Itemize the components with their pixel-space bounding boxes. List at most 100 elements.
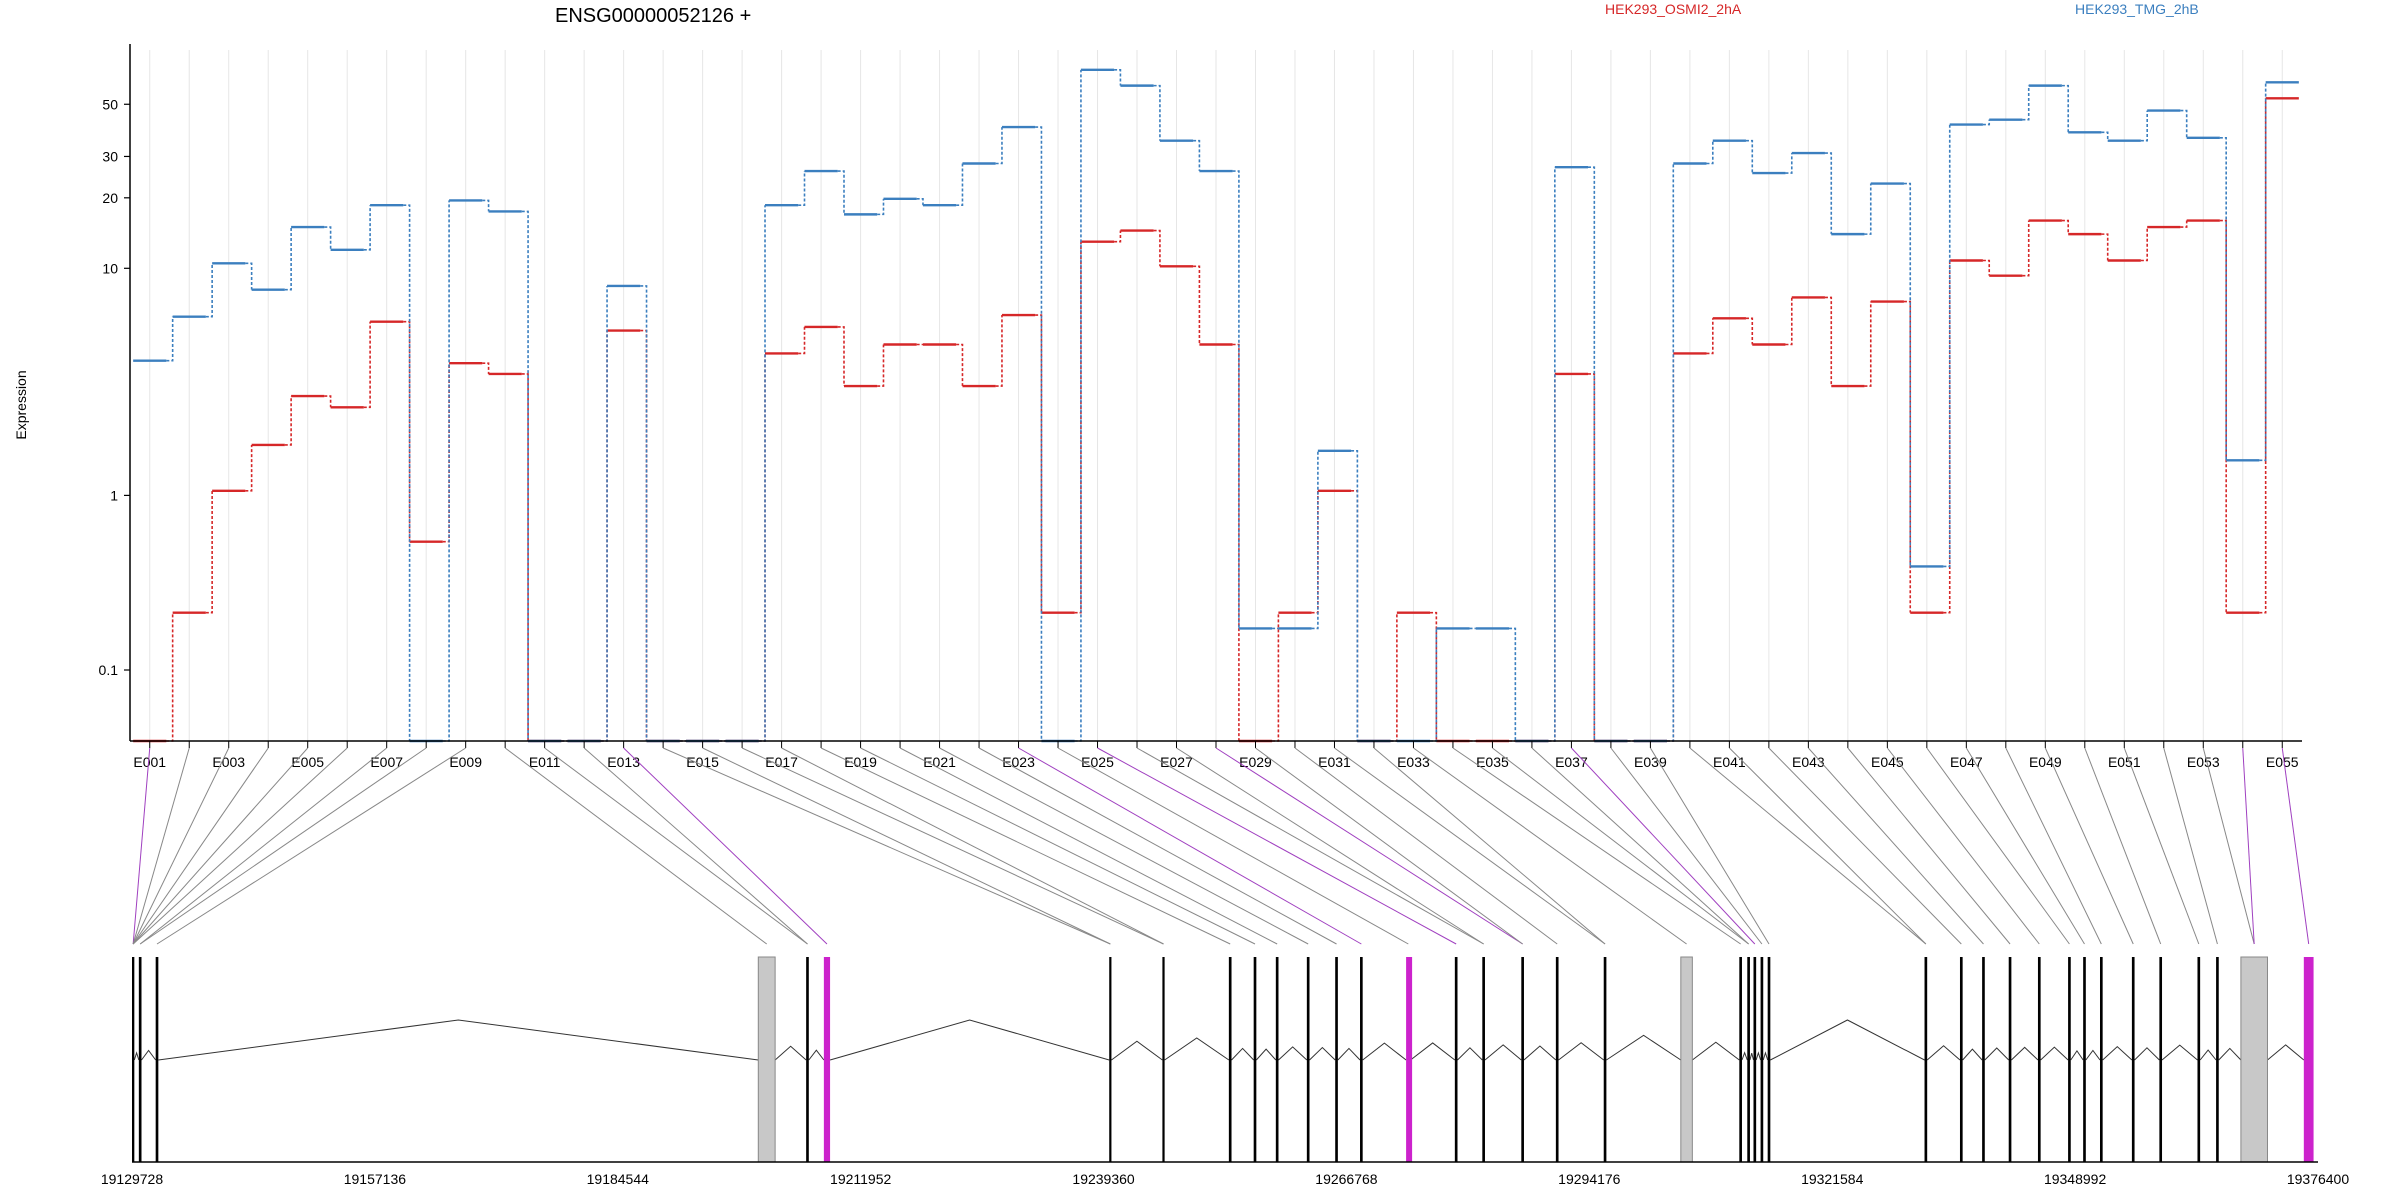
gene-exon-37 — [2197, 957, 2201, 1162]
intron-34 — [2102, 1046, 2133, 1061]
exon-label-E021: E021 — [923, 754, 956, 770]
link-HEK293_OSMI2_2hA-E039 — [1666, 353, 1675, 742]
exon-label-E037: E037 — [1555, 754, 1588, 770]
gene-exon-7 — [1109, 957, 1112, 1162]
link-HEK293_OSMI2_2hA-E040 — [1706, 318, 1714, 355]
intron-18 — [1523, 1045, 1557, 1061]
link-HEK293_OSMI2_2hA-E003 — [245, 444, 253, 492]
exon-connectors — [132, 747, 2310, 945]
connector-E022 — [978, 747, 1337, 945]
intron-24 — [1755, 1051, 1762, 1061]
connector-E016 — [741, 747, 1164, 945]
gene-exon-27 — [1924, 957, 1928, 1162]
connector-E053 — [2202, 747, 2255, 945]
link-HEK293_TMG_2hB-E016 — [758, 205, 766, 742]
link-HEK293_TMG_2hB-E035 — [1509, 627, 1517, 741]
link-HEK293_OSMI2_2hA-E029 — [1272, 612, 1280, 742]
link-HEK293_OSMI2_2hA-E016 — [758, 353, 766, 742]
coordinate-label-19184544: 19184544 — [587, 1171, 650, 1187]
gene-exon-26 — [1767, 957, 1771, 1162]
link-HEK293_OSMI2_2hA-E005 — [324, 395, 332, 408]
intron-25 — [1762, 1051, 1769, 1061]
link-HEK293_TMG_2hB-E051 — [2140, 110, 2148, 142]
exon-label-E023: E023 — [1002, 754, 1035, 770]
link-HEK293_OSMI2_2hA-E007 — [403, 320, 411, 542]
gene-exon-34 — [2099, 957, 2103, 1162]
intron-17 — [1484, 1044, 1522, 1061]
link-HEK293_TMG_2hB-E023 — [1035, 126, 1043, 741]
link-HEK293_OSMI2_2hA-E002 — [205, 490, 213, 614]
connector-E001 — [132, 747, 151, 945]
gene-exon-36 — [2159, 957, 2163, 1162]
gene-exon-31 — [2037, 957, 2041, 1162]
gene-exon-33 — [2083, 957, 2086, 1162]
link-HEK293_OSMI2_2hA-E049 — [2061, 219, 2070, 235]
connector-E029 — [1255, 747, 1523, 945]
connector-E043 — [1807, 747, 1984, 945]
link-HEK293_OSMI2_2hA-E026 — [1153, 229, 1161, 267]
gene-exon-29 — [1982, 957, 1985, 1162]
exon-label-E009: E009 — [449, 754, 482, 770]
intron-6 — [829, 1019, 1110, 1061]
link-HEK293_OSMI2_2hA-E050 — [2101, 233, 2109, 261]
intron-29 — [1984, 1047, 2010, 1061]
intron-19 — [1558, 1042, 1605, 1061]
coordinate-label-19321584: 19321584 — [1801, 1171, 1864, 1187]
link-HEK293_TMG_2hB-E024 — [1074, 69, 1082, 742]
intron-13 — [1337, 1047, 1361, 1061]
link-HEK293_OSMI2_2hA-E051 — [2140, 227, 2148, 262]
intron-37 — [2199, 1049, 2217, 1061]
gene-exon-1 — [132, 957, 135, 1162]
intron-23 — [1749, 1052, 1754, 1061]
connector-E008 — [139, 747, 427, 945]
connector-E036 — [1531, 747, 1749, 945]
exon-label-E011: E011 — [529, 754, 561, 770]
gene-exon-4 — [757, 956, 776, 1163]
link-HEK293_TMG_2hB-E021 — [956, 163, 964, 207]
connector-E017 — [781, 747, 1164, 945]
exon-label-E033: E033 — [1397, 754, 1430, 770]
link-HEK293_OSMI2_2hA-E022 — [995, 315, 1003, 387]
intron-4 — [774, 1045, 807, 1061]
link-HEK293_OSMI2_2hA-E032 — [1390, 612, 1398, 742]
connector-E024 — [1057, 747, 1409, 945]
connector-E025 — [1097, 747, 1457, 945]
link-HEK293_OSMI2_2hA-E052 — [2180, 220, 2188, 228]
connector-E039 — [1649, 747, 1770, 945]
gene-exon-24 — [1753, 957, 1757, 1162]
link-HEK293_TMG_2hB-E042 — [1785, 153, 1793, 174]
link-HEK293_TMG_2hB-E048 — [2022, 85, 2030, 121]
intron-33 — [2085, 1049, 2101, 1061]
link-HEK293_TMG_2hB-E017 — [798, 171, 806, 207]
connector-E012 — [583, 747, 808, 945]
link-HEK293_TMG_2hB-E030 — [1311, 450, 1319, 630]
exon-label-E003: E003 — [212, 754, 245, 770]
intron-39 — [2267, 1044, 2305, 1061]
intron-7 — [1111, 1040, 1163, 1061]
intron-21 — [1692, 1041, 1740, 1061]
exon-label-E041: E041 — [1713, 754, 1746, 770]
link-HEK293_TMG_2hB-E005 — [324, 226, 332, 250]
link-HEK293_OSMI2_2hA-E013 — [640, 329, 648, 741]
y-axis-label: Expression — [13, 370, 29, 439]
link-HEK293_TMG_2hB-E007 — [403, 204, 411, 741]
link-HEK293_OSMI2_2hA-E017 — [798, 326, 806, 355]
intron-2 — [141, 1049, 157, 1061]
link-HEK293_OSMI2_2hA-E046 — [1943, 260, 1951, 614]
exon-label-E043: E043 — [1792, 754, 1825, 770]
connector-E006 — [132, 747, 348, 945]
connector-E015 — [702, 747, 1111, 945]
connector-E040 — [1689, 747, 1927, 945]
intron-20 — [1606, 1034, 1682, 1061]
intron-15 — [1410, 1042, 1456, 1061]
connector-E019 — [860, 747, 1256, 945]
link-HEK293_TMG_2hB-E026 — [1153, 84, 1161, 141]
link-HEK293_OSMI2_2hA-E047 — [1982, 259, 1991, 276]
intron-36 — [2161, 1044, 2198, 1061]
legend-series-2: HEK293_TMG_2hB — [2075, 1, 2199, 17]
gene-exon-12 — [1306, 957, 1310, 1162]
connector-E011 — [544, 747, 808, 945]
gene-exon-9 — [1228, 957, 1232, 1162]
intron-31 — [2040, 1046, 2069, 1061]
link-HEK293_TMG_2hB-E031 — [1351, 450, 1359, 741]
